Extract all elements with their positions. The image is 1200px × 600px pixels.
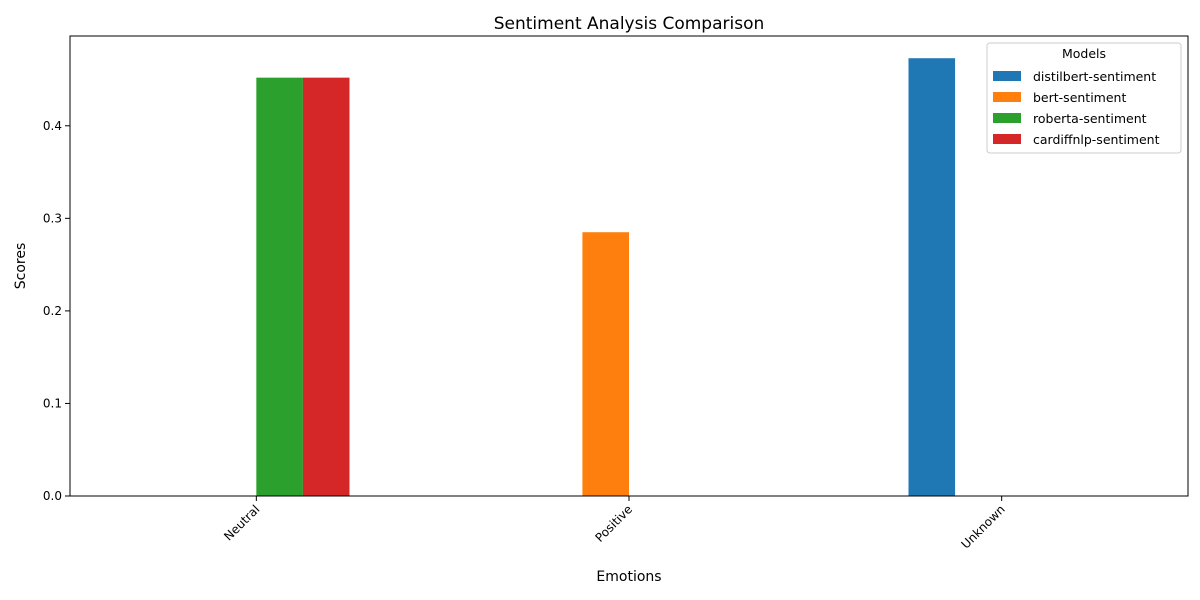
legend-swatch — [993, 71, 1021, 81]
legend-box — [986, 42, 1182, 154]
legend-label: bert-sentiment — [1033, 90, 1126, 105]
y-tick-label: 0.3 — [43, 211, 62, 225]
legend-label: roberta-sentiment — [1033, 111, 1147, 126]
chart-title: Sentiment Analysis Comparison — [494, 14, 765, 34]
legend-title: Models — [1062, 46, 1106, 61]
y-axis: 0.0 0.1 0.2 0.3 0.4 — [43, 119, 70, 503]
legend-swatch — [993, 113, 1021, 123]
bar-distilbert-sentiment-unknown — [908, 58, 956, 496]
x-tick-label: Unknown — [958, 502, 1007, 551]
bars-group — [256, 58, 956, 497]
bar-roberta-sentiment-neutral — [256, 77, 303, 496]
y-axis-title: Scores — [13, 243, 29, 290]
legend-label: cardiffnlp-sentiment — [1033, 132, 1160, 147]
bar-bert-sentiment-positive — [582, 232, 629, 497]
x-tick-label: Positive — [593, 502, 636, 545]
bar-cardiffnlp-sentiment-neutral — [302, 77, 350, 496]
y-tick-label: 0.1 — [43, 396, 62, 410]
x-axis: Neutral Positive Unknown — [221, 496, 1008, 552]
legend: Models distilbert-sentiment bert-sentiment… — [986, 42, 1182, 154]
x-tick-label: Neutral — [221, 502, 262, 543]
legend-swatch — [993, 134, 1021, 144]
x-axis-title: Emotions — [596, 569, 661, 585]
legend-swatch — [993, 92, 1021, 102]
legend-label: distilbert-sentiment — [1033, 69, 1156, 84]
y-tick-label: 0.4 — [43, 119, 62, 133]
y-tick-label: 0.0 — [43, 489, 62, 503]
y-tick-label: 0.2 — [43, 304, 62, 318]
